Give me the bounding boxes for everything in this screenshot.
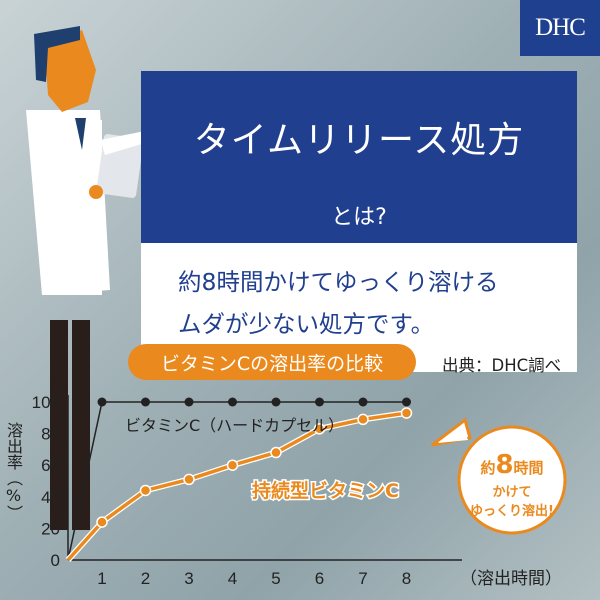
data-point [315, 397, 324, 407]
x-tick-label: 7 [358, 569, 367, 588]
callout-line-3: ゆっくり溶出! [470, 503, 554, 519]
dhc-logo: DHC [520, 0, 600, 56]
y-tick-label: 0 [51, 551, 60, 570]
data-point [270, 446, 282, 459]
data-point [139, 484, 152, 497]
x-tick-label: 3 [184, 569, 193, 588]
callout-suffix: 時間 [514, 459, 544, 477]
data-point [402, 397, 411, 407]
data-point [358, 397, 368, 407]
callout-bubble: 約8時間 かけて ゆっくり溶出! [431, 417, 567, 535]
series-label-sustained: 持続型ビタミンC [252, 479, 399, 502]
data-point [184, 397, 194, 407]
x-tick-label: 2 [141, 569, 150, 588]
description-line-1: 約8時間かけてゆっくり溶ける [178, 268, 499, 296]
subtitle: とは? [331, 205, 387, 230]
data-point [97, 397, 107, 407]
callout-prefix: 約 [480, 459, 495, 477]
y-tick-label: 40 [41, 488, 60, 507]
callout-number: 8 [495, 450, 513, 480]
data-point [141, 397, 150, 407]
x-tick-label: 8 [402, 569, 411, 588]
data-point [400, 407, 413, 419]
data-point [226, 459, 239, 471]
y-tick-label: 60 [41, 456, 60, 475]
description-line-2: ムダが少ない処方です。 [178, 310, 435, 338]
source-note: 出典：DHC調べ [442, 356, 562, 375]
y-tick-label: 80 [41, 425, 60, 444]
y-tick-label: 20 [41, 519, 60, 538]
callout-line-2: かけて [492, 485, 531, 500]
main-title: タイムリリース処方 [193, 120, 525, 161]
x-axis-label: （溶出時間） [460, 569, 562, 588]
data-point [228, 397, 237, 407]
x-tick-label: 5 [271, 569, 280, 588]
y-axis-label: 溶出率（%） [4, 422, 23, 521]
svg-text:約8時間: 約8時間 [480, 450, 543, 480]
series-label-capsule: ビタミンC（ハードカプセル） [125, 416, 344, 435]
data-point [96, 516, 108, 528]
data-point [271, 397, 281, 407]
data-point [183, 473, 195, 486]
x-tick-label: 1 [97, 569, 106, 588]
x-tick-label: 4 [228, 569, 237, 588]
x-tick-label: 6 [315, 569, 324, 588]
data-point [357, 413, 369, 426]
data-point [313, 423, 326, 435]
chart-title: ビタミンCの溶出率の比較 [128, 344, 416, 380]
title-panel: タイムリリース処方 とは? [141, 71, 577, 243]
y-tick-label: 100 [32, 393, 60, 412]
